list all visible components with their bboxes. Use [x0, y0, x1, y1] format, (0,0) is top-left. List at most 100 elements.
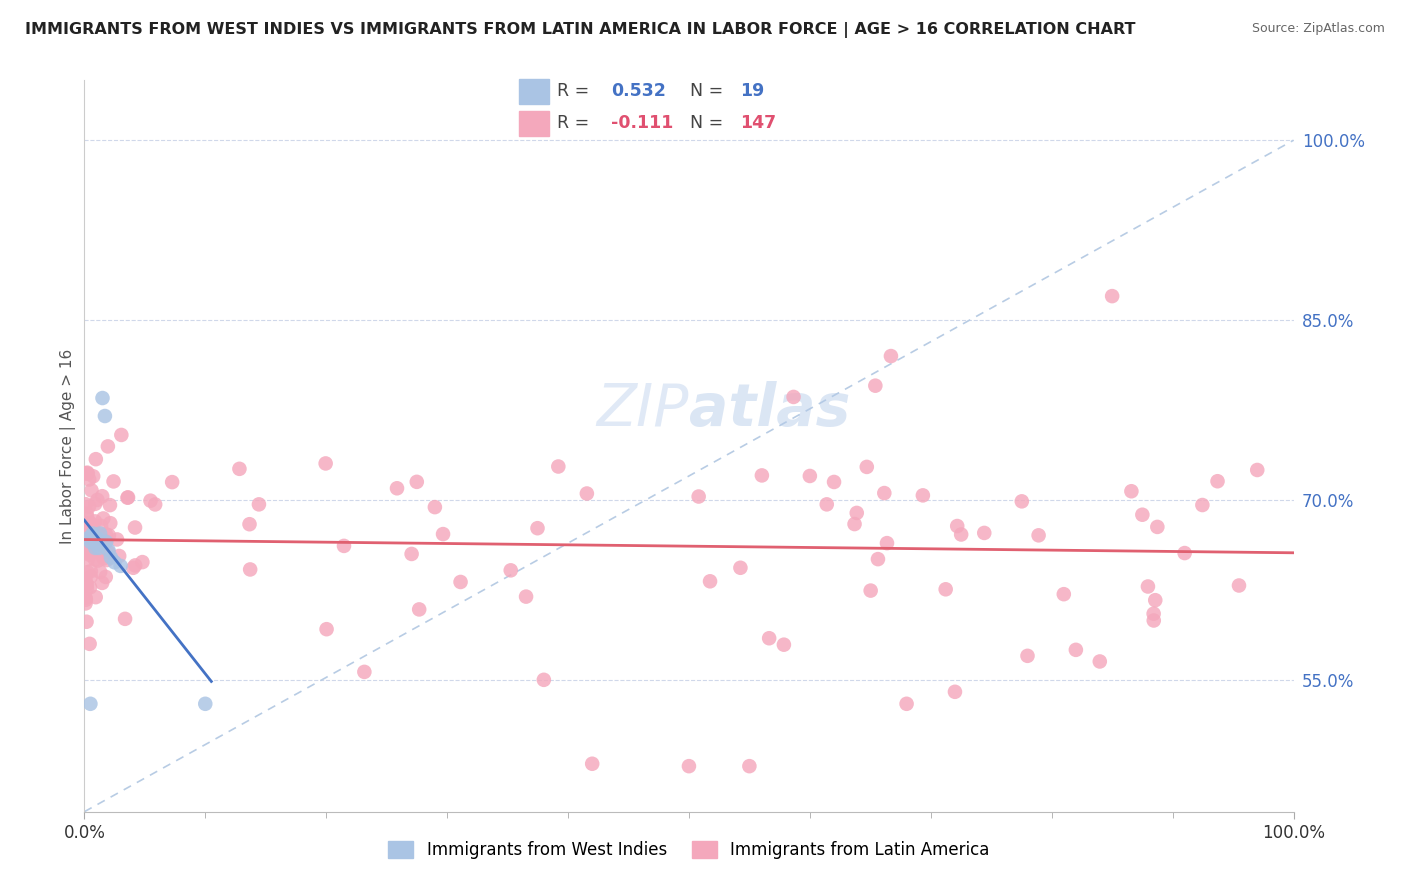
Point	[873, 486, 896, 500]
Point	[110, 428, 132, 442]
Point	[94, 535, 117, 549]
Point	[79, 637, 101, 651]
Point	[75, 516, 97, 530]
Point	[876, 536, 898, 550]
Point	[547, 459, 569, 474]
Point	[87, 527, 110, 541]
Point	[97, 528, 120, 542]
Point	[90, 519, 112, 533]
Point	[1101, 289, 1123, 303]
Point	[97, 439, 120, 453]
Point	[91, 391, 114, 405]
Point	[1206, 474, 1229, 488]
Point	[93, 551, 115, 566]
Point	[94, 570, 117, 584]
Point	[1130, 508, 1153, 522]
Point	[432, 527, 454, 541]
Point	[751, 468, 773, 483]
Point	[114, 612, 136, 626]
Point	[82, 526, 104, 541]
Point	[950, 527, 973, 541]
Point	[973, 525, 995, 540]
Point	[80, 516, 103, 531]
Point	[76, 518, 98, 533]
Point	[76, 552, 98, 566]
Point	[91, 489, 114, 503]
Point	[194, 697, 217, 711]
Point	[86, 537, 108, 551]
Text: 19: 19	[741, 82, 765, 100]
Point	[77, 473, 100, 487]
Point	[1017, 648, 1039, 663]
Point	[1121, 484, 1143, 499]
Point	[97, 545, 120, 559]
Point	[131, 555, 153, 569]
Point	[98, 498, 121, 512]
Point	[333, 539, 356, 553]
Point	[773, 638, 796, 652]
Point	[97, 543, 120, 558]
Text: IMMIGRANTS FROM WEST INDIES VS IMMIGRANTS FROM LATIN AMERICA IN LABOR FORCE | AG: IMMIGRANTS FROM WEST INDIES VS IMMIGRANT…	[25, 22, 1136, 38]
Point	[79, 538, 101, 552]
Point	[526, 521, 548, 535]
Point	[943, 685, 966, 699]
Point	[86, 532, 108, 546]
Point	[83, 532, 105, 546]
Point	[1028, 528, 1050, 542]
Point	[79, 697, 101, 711]
Point	[117, 491, 139, 505]
Point	[1088, 655, 1111, 669]
Text: 147: 147	[741, 114, 776, 132]
Point	[247, 497, 270, 511]
Point	[353, 665, 375, 679]
Point	[89, 565, 111, 579]
Point	[139, 493, 162, 508]
Point	[108, 549, 131, 563]
Point	[80, 517, 103, 532]
Point	[79, 535, 101, 549]
Point	[86, 539, 108, 553]
Point	[75, 467, 97, 481]
Legend: Immigrants from West Indies, Immigrants from Latin America: Immigrants from West Indies, Immigrants …	[381, 834, 997, 865]
Point	[75, 533, 97, 547]
Point	[76, 507, 98, 521]
Text: atlas: atlas	[689, 381, 851, 438]
Point	[844, 517, 866, 532]
Text: R =: R =	[557, 114, 595, 132]
Text: ZIP: ZIP	[596, 381, 689, 438]
Point	[82, 469, 104, 483]
Point	[75, 517, 97, 532]
Point	[105, 533, 128, 547]
Point	[76, 578, 98, 592]
Point	[79, 580, 101, 594]
Point	[76, 466, 98, 480]
Point	[1053, 587, 1076, 601]
Point	[77, 500, 100, 514]
Point	[75, 592, 97, 607]
Point	[401, 547, 423, 561]
Point	[1246, 463, 1268, 477]
Point	[98, 516, 121, 531]
Point	[83, 552, 105, 566]
Point	[228, 462, 250, 476]
Point	[855, 459, 877, 474]
Point	[515, 590, 537, 604]
Point	[124, 520, 146, 534]
Point	[75, 573, 97, 587]
Y-axis label: In Labor Force | Age > 16: In Labor Force | Age > 16	[60, 349, 76, 543]
Bar	[519, 78, 548, 103]
Point	[688, 490, 710, 504]
Point	[315, 457, 337, 471]
Point	[815, 497, 838, 511]
Point	[75, 596, 97, 610]
Point	[80, 569, 103, 583]
Point	[823, 475, 845, 489]
Point	[82, 520, 104, 534]
Point	[75, 545, 97, 559]
Text: Source: ZipAtlas.com: Source: ZipAtlas.com	[1251, 22, 1385, 36]
Point	[80, 529, 103, 543]
Text: N =: N =	[690, 82, 730, 100]
Point	[94, 409, 117, 423]
Point	[75, 527, 97, 541]
Point	[238, 517, 260, 532]
